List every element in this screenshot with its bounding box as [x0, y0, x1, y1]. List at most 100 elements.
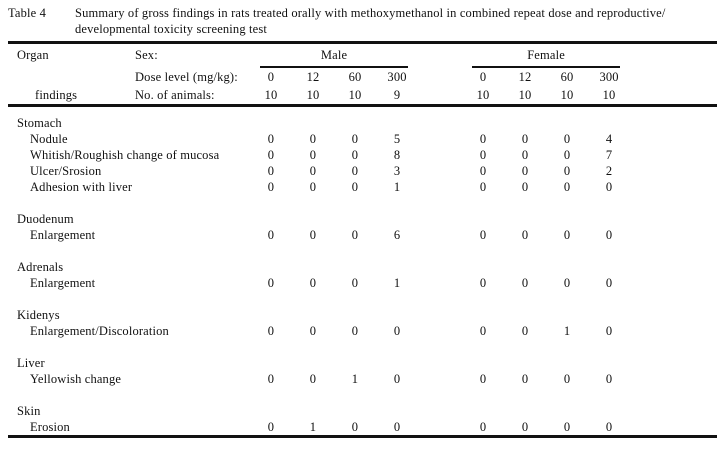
value-cell: 0 [267, 132, 275, 146]
male-dose: 300 [387, 70, 407, 84]
value-cell: 0 [351, 228, 359, 242]
female-animal-count: 10 [462, 86, 505, 107]
group-gap [418, 275, 462, 291]
header-row-dose: Dose level (mg/kg): 0 12 60 300 0 12 60 … [8, 68, 717, 86]
value-cell: 2 [605, 164, 613, 178]
value-cell: 0 [605, 180, 613, 194]
header-row-sex: Organ Sex: Male Female [8, 43, 717, 69]
value-cell: 0 [479, 148, 487, 162]
value-cell: 0 [267, 324, 275, 338]
value-cell: 0 [479, 164, 487, 178]
value-cell: 0 [605, 372, 613, 386]
value-cell: 1 [351, 372, 359, 386]
value-cell: 0 [351, 324, 359, 338]
value-cell: 0 [521, 148, 529, 162]
table-row: Adhesion with liver 0 0 0 1 0 0 0 0 [8, 179, 717, 195]
tail-cell [630, 147, 717, 163]
value-cell: 0 [563, 276, 571, 290]
value-cell: 5 [393, 132, 401, 146]
dose-label-cell: Dose level (mg/kg): [8, 68, 250, 86]
organ-row: Skin [8, 402, 717, 419]
value-cell: 4 [605, 132, 613, 146]
finding-label: Nodule [30, 132, 68, 146]
tail-cell [630, 86, 718, 107]
table-caption: Table 4 Summary of gross findings in rat… [0, 0, 723, 37]
organ-row: Stomach [8, 114, 717, 131]
value-cell: 0 [479, 420, 487, 434]
tail-cell [630, 323, 717, 339]
table-caption-label: Table 4 [8, 6, 47, 20]
organ-row: Duodenum [8, 210, 717, 227]
male-animal-count: 10 [334, 86, 376, 107]
table-row: Ulcer/Srosion 0 0 0 3 0 0 0 2 [8, 163, 717, 179]
tail-cell [630, 131, 717, 147]
female-dose: 300 [599, 70, 619, 84]
value-cell: 0 [605, 420, 613, 434]
tail-cell [630, 163, 717, 179]
organ-row: Liver [8, 354, 717, 371]
value-cell: 0 [521, 372, 529, 386]
finding-label: Yellowish change [30, 372, 122, 386]
value-cell: 0 [479, 180, 487, 194]
value-cell: 0 [521, 180, 529, 194]
value-cell: 0 [351, 164, 359, 178]
group-gap [418, 179, 462, 195]
value-cell: 0 [521, 420, 529, 434]
male-animal-count: 9 [376, 86, 419, 107]
organ-column-header: Organ [17, 48, 49, 62]
female-dose: 0 [479, 70, 487, 84]
group-gap [418, 227, 462, 243]
value-cell: 0 [267, 372, 275, 386]
value-cell: 0 [393, 420, 401, 434]
table-header: Organ Sex: Male Female Dose level (mg/kg… [8, 43, 718, 107]
group-gap [418, 419, 462, 437]
header-label-cell: Organ Sex: [8, 43, 250, 69]
organ-label: Kidenys [17, 307, 60, 322]
female-group-header: Female [472, 48, 621, 68]
group-gap [418, 86, 463, 107]
value-cell: 0 [479, 324, 487, 338]
gross-findings-table: Organ Sex: Male Female Dose level (mg/kg… [8, 41, 718, 438]
value-cell: 0 [267, 228, 275, 242]
value-cell: 0 [521, 132, 529, 146]
tail-cell [630, 371, 717, 387]
female-animal-count: 10 [504, 86, 547, 107]
value-cell: 0 [351, 148, 359, 162]
value-cell: 1 [563, 324, 571, 338]
value-cell: 0 [521, 324, 529, 338]
section-spacer [8, 387, 717, 402]
organ-row: Adrenals [8, 258, 717, 275]
animals-label-cell: findings No. of animals: [8, 86, 250, 107]
male-group-cell: Male [250, 43, 418, 68]
value-cell: 0 [479, 132, 487, 146]
male-animal-count: 10 [250, 86, 292, 107]
section-spacer [8, 291, 717, 306]
table-row: Erosion 0 1 0 0 0 0 0 0 [8, 419, 717, 437]
table-row: Whitish/Roughish change of mucosa 0 0 0 … [8, 147, 717, 163]
value-cell: 0 [351, 420, 359, 434]
group-gap [418, 131, 462, 147]
table-row: Enlargement/Discoloration 0 0 0 0 0 0 1 … [8, 323, 717, 339]
value-cell: 0 [309, 324, 317, 338]
value-cell: 3 [393, 164, 401, 178]
female-animal-count: 10 [546, 86, 589, 107]
findings-column-header: findings [35, 88, 78, 102]
male-dose: 0 [267, 70, 275, 84]
organ-label: Stomach [17, 115, 62, 130]
value-cell: 6 [393, 228, 401, 242]
value-cell: 0 [351, 132, 359, 146]
group-gap [418, 68, 462, 86]
organ-label: Adrenals [17, 259, 64, 274]
group-gap [418, 323, 462, 339]
table-row: Enlargement 0 0 0 6 0 0 0 0 [8, 227, 717, 243]
group-gap [418, 147, 462, 163]
header-row-animals: findings No. of animals: 10 10 10 9 10 1… [8, 86, 718, 107]
group-gap [418, 163, 462, 179]
value-cell: 0 [309, 180, 317, 194]
value-cell: 0 [351, 276, 359, 290]
value-cell: 0 [267, 148, 275, 162]
value-cell: 0 [563, 148, 571, 162]
tail-cell [630, 179, 717, 195]
section-spacer [8, 243, 717, 258]
group-gap [418, 43, 462, 69]
